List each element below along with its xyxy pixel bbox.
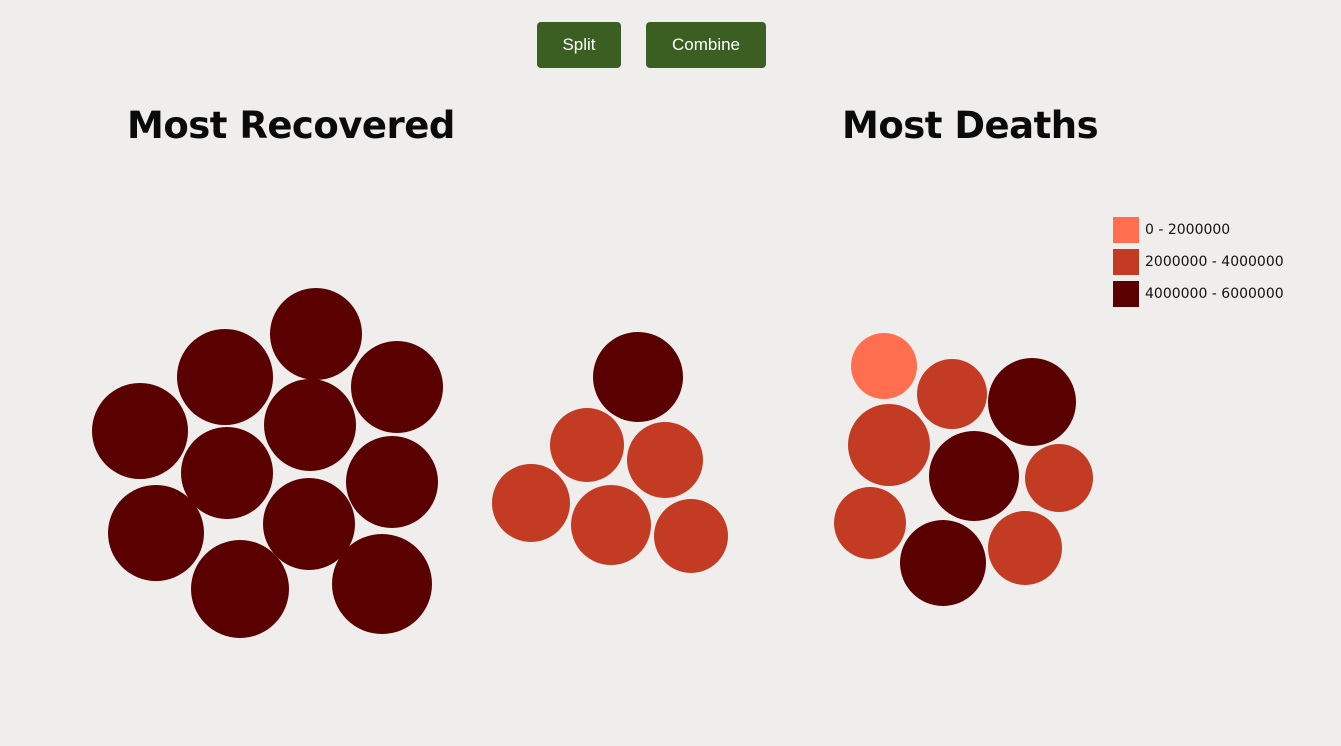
country-bubble[interactable] (191, 540, 289, 638)
country-bubble[interactable] (988, 511, 1062, 585)
legend-label: 0 - 2000000 (1145, 222, 1231, 238)
country-bubble[interactable] (492, 464, 570, 542)
legend-label: 2000000 - 4000000 (1145, 254, 1284, 270)
country-bubble[interactable] (593, 332, 683, 422)
country-bubble[interactable] (92, 383, 188, 479)
country-bubble[interactable] (1025, 444, 1093, 512)
legend-swatch (1113, 281, 1139, 307)
country-bubble[interactable] (834, 487, 906, 559)
country-bubble[interactable] (929, 431, 1019, 521)
country-bubble[interactable] (181, 427, 273, 519)
country-bubble[interactable] (848, 404, 930, 486)
country-bubble[interactable] (988, 358, 1076, 446)
legend-swatch (1113, 217, 1139, 243)
country-bubble[interactable] (263, 478, 355, 570)
country-bubble[interactable] (177, 329, 273, 425)
split-button[interactable]: Split (537, 22, 621, 68)
country-bubble[interactable] (351, 341, 443, 433)
country-bubble[interactable] (654, 499, 728, 573)
country-bubble[interactable] (571, 485, 651, 565)
country-bubble[interactable] (900, 520, 986, 606)
country-bubble[interactable] (627, 422, 703, 498)
country-bubble[interactable] (264, 379, 356, 471)
country-bubble[interactable] (550, 408, 624, 482)
country-bubble[interactable] (108, 485, 204, 581)
country-bubble[interactable] (270, 288, 362, 380)
country-bubble[interactable] (917, 359, 987, 429)
most-recovered-title: Most Recovered (127, 104, 455, 147)
most-deaths-title: Most Deaths (842, 104, 1099, 147)
legend-swatch (1113, 249, 1139, 275)
country-bubble[interactable] (346, 436, 438, 528)
country-bubble[interactable] (332, 534, 432, 634)
legend-label: 4000000 - 6000000 (1145, 286, 1284, 302)
combine-button[interactable]: Combine (646, 22, 766, 68)
country-bubble[interactable] (851, 333, 917, 399)
